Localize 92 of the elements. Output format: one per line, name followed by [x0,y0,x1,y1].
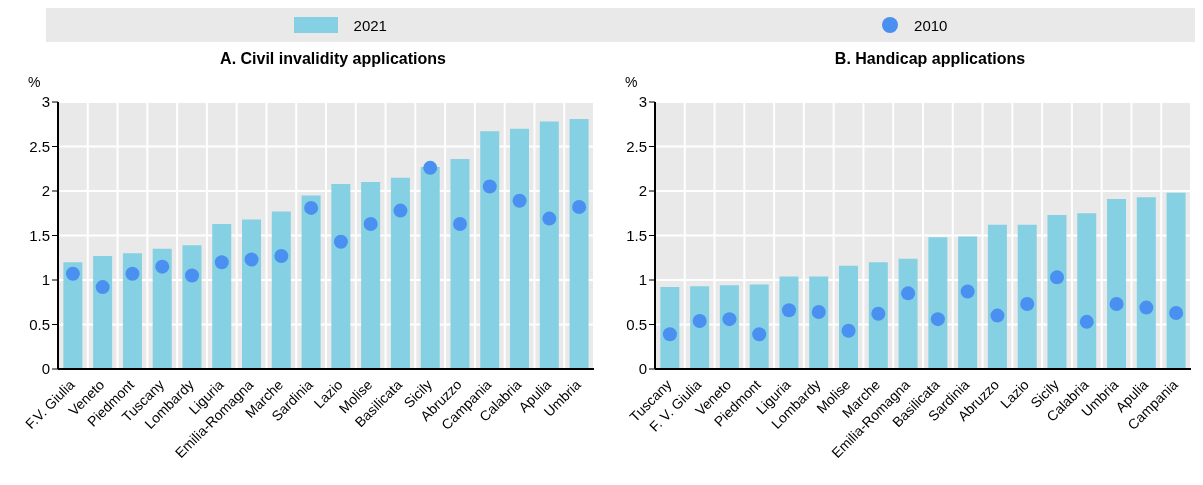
point [214,255,229,270]
y-axis-title: % [625,74,639,92]
bar [510,128,530,369]
y-tick-label: 0 [41,360,50,378]
y-tick-label: 1 [638,271,647,289]
y-tick-label: 1.5 [29,226,50,244]
point [901,286,916,301]
bar [690,286,710,369]
bar [242,219,262,369]
point [423,160,438,175]
y-tick-label: 2.5 [29,137,50,155]
point [990,308,1005,323]
bar [1136,197,1156,369]
point [274,248,289,263]
point [692,313,707,328]
bar [331,183,351,369]
y-axis-title: % [28,74,42,92]
y-tick-label: 1.5 [626,226,647,244]
y-tick-label: 3 [638,93,647,111]
point [1050,270,1064,285]
point [572,200,587,215]
point [304,200,319,215]
bar [390,177,410,369]
point [752,327,767,342]
point [363,216,378,231]
bar [93,255,113,369]
bar [868,262,888,369]
point [1139,300,1154,315]
y-tick-label: 0.5 [29,315,50,333]
bar [182,245,202,369]
bar [1077,213,1097,369]
point [1169,305,1184,320]
point [512,193,527,208]
point [453,216,467,231]
bar [271,211,291,369]
y-tick-label: 2 [41,182,50,200]
point [125,266,140,281]
bar [1166,192,1186,369]
point [662,327,677,342]
bar [660,287,680,369]
point [1109,297,1124,312]
point [960,284,975,299]
point [1079,314,1094,329]
bar [152,248,172,369]
bar [63,262,83,369]
bar [569,118,589,369]
bar [1047,215,1067,369]
point [1020,297,1035,312]
bar [122,253,142,369]
bar [898,258,918,369]
y-tick-label: 2 [638,182,647,200]
chart-title: B. Handicap applications [833,50,1027,69]
point [782,303,796,318]
y-tick-label: 1 [41,271,50,289]
bar [987,224,1007,369]
point [722,312,737,327]
bar [420,166,440,369]
point [841,323,856,338]
point [65,266,80,281]
y-tick-label: 2.5 [626,137,647,155]
bar [928,237,948,369]
bar [779,276,799,369]
point [185,268,199,283]
point [155,259,170,274]
point [542,211,557,226]
legend-label: 2010 [914,16,948,34]
y-tick-label: 0.5 [626,315,647,333]
bar [1107,199,1127,369]
bar [212,223,232,369]
point [871,306,886,321]
legend-label: 2021 [353,16,387,34]
chart-title: A. Civil invalidity applications [219,50,447,69]
y-tick-label: 0 [638,360,647,378]
bar [749,284,769,369]
bar [361,182,381,369]
point [393,203,408,218]
point [95,280,110,295]
bar [301,195,321,369]
bar [958,236,978,369]
point [482,179,497,194]
bar [1017,224,1037,369]
point [811,305,826,320]
bar [809,276,829,369]
point [244,252,259,267]
bar [719,285,739,369]
bar [480,131,500,369]
bar [839,265,859,369]
bar [450,158,470,369]
y-tick-label: 3 [41,93,50,111]
point [333,234,348,249]
point [930,312,945,327]
bar [539,121,559,369]
